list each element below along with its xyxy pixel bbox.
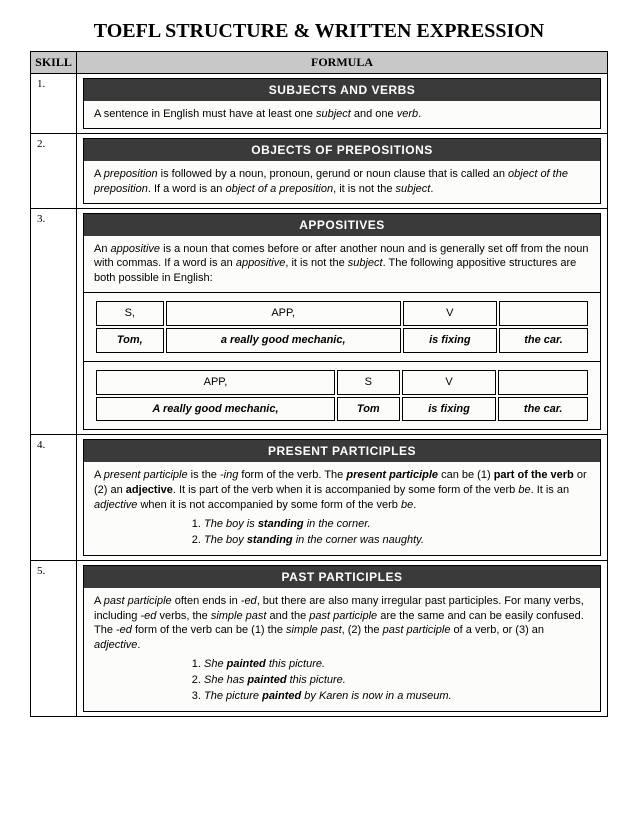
table-row: 1.SUBJECTS AND VERBSA sentence in Englis…: [31, 74, 608, 134]
card-example: S,APP,VTom,a really good mechanic,is fix…: [84, 292, 600, 361]
skill-number: 4.: [31, 435, 77, 560]
skill-number: 2.: [31, 133, 77, 208]
card-example: APP,SVA really good mechanic,Tomis fixin…: [84, 361, 600, 430]
card-title: SUBJECTS AND VERBS: [84, 79, 600, 101]
skills-table: SKILL FORMULA 1.SUBJECTS AND VERBSA sent…: [30, 51, 608, 717]
table-row: 5.PAST PARTICIPLESA past participle ofte…: [31, 560, 608, 716]
list-item: She has painted this picture.: [204, 673, 590, 688]
card-body: A past participle often ends in -ed, but…: [84, 588, 600, 711]
table-row: 4.PRESENT PARTICIPLESA present participl…: [31, 435, 608, 560]
formula-cell: OBJECTS OF PREPOSITIONSA preposition is …: [77, 133, 608, 208]
formula-card: PAST PARTICIPLESA past participle often …: [83, 565, 601, 712]
formula-cell: PRESENT PARTICIPLESA present participle …: [77, 435, 608, 560]
formula-card: SUBJECTS AND VERBSA sentence in English …: [83, 78, 601, 129]
skill-number: 5.: [31, 560, 77, 716]
card-title: PRESENT PARTICIPLES: [84, 440, 600, 462]
card-body: A present participle is the -ing form of…: [84, 462, 600, 554]
card-title: OBJECTS OF PREPOSITIONS: [84, 139, 600, 161]
list-item: She painted this picture.: [204, 657, 590, 672]
card-list: The boy is standing in the corner.The bo…: [94, 517, 590, 548]
card-title: PAST PARTICIPLES: [84, 566, 600, 588]
card-body: A sentence in English must have at least…: [84, 101, 600, 128]
card-list: She painted this picture.She has painted…: [94, 657, 590, 704]
formula-card: PRESENT PARTICIPLESA present participle …: [83, 439, 601, 555]
header-skill: SKILL: [31, 52, 77, 74]
formula-cell: PAST PARTICIPLESA past participle often …: [77, 560, 608, 716]
list-item: The boy standing in the corner was naugh…: [204, 533, 590, 548]
page-title: TOEFL STRUCTURE & WRITTEN EXPRESSION: [30, 20, 608, 43]
skill-number: 1.: [31, 74, 77, 134]
formula-cell: SUBJECTS AND VERBSA sentence in English …: [77, 74, 608, 134]
card-title: APPOSITIVES: [84, 214, 600, 236]
skill-number: 3.: [31, 208, 77, 435]
list-item: The boy is standing in the corner.: [204, 517, 590, 532]
formula-card: APPOSITIVESAn appositive is a noun that …: [83, 213, 601, 431]
card-body: An appositive is a noun that comes befor…: [84, 236, 600, 293]
table-row: 2.OBJECTS OF PREPOSITIONSA preposition i…: [31, 133, 608, 208]
formula-cell: APPOSITIVESAn appositive is a noun that …: [77, 208, 608, 435]
formula-card: OBJECTS OF PREPOSITIONSA preposition is …: [83, 138, 601, 204]
list-item: The picture painted by Karen is now in a…: [204, 689, 590, 704]
header-formula: FORMULA: [77, 52, 608, 74]
table-row: 3.APPOSITIVESAn appositive is a noun tha…: [31, 208, 608, 435]
card-body: A preposition is followed by a noun, pro…: [84, 161, 600, 203]
